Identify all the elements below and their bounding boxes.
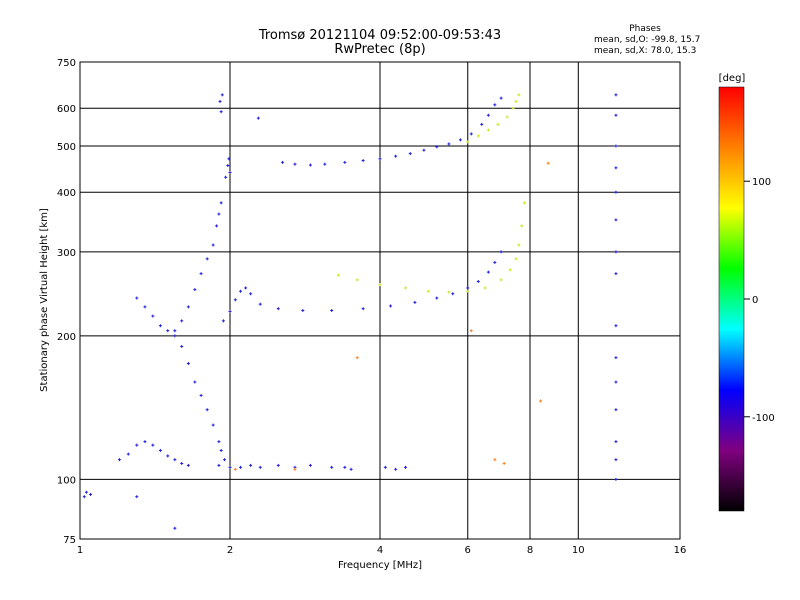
stats-line-o: mean, sd,O: -99.8, 15.7 <box>594 35 700 45</box>
x-tick-label: 16 <box>674 545 687 556</box>
plot-area-frame <box>79 61 681 540</box>
y-tick-label: 500 <box>57 142 76 153</box>
x-axis-ticks: 1 2 4 6 8 10 16 <box>77 545 687 556</box>
stats-line-x: mean, sd,X: 78.0, 15.3 <box>594 46 696 56</box>
x-tick-label: 8 <box>527 545 533 556</box>
colorbar <box>718 86 745 512</box>
grid-lines <box>80 62 680 539</box>
y-tick-label: 200 <box>57 332 76 343</box>
colorbar-ticks: 100 0 -100 <box>744 177 775 424</box>
y-axis-label: Stationary phase Virtual Height [km] <box>39 208 50 392</box>
colorbar-label: [deg] <box>719 73 746 84</box>
y-tick-label: 100 <box>57 475 76 486</box>
x-tick-label: 6 <box>465 545 471 556</box>
y-tick-label: 400 <box>57 188 76 199</box>
x-tick-label: 4 <box>377 545 383 556</box>
x-tick-label: 1 <box>77 545 83 556</box>
y-tick-label: 750 <box>57 58 76 69</box>
chart-title: Tromsø 20121104 09:52:00-09:53:43 <box>258 28 501 43</box>
x-tick-label: 2 <box>227 545 233 556</box>
chart-subtitle: RwPretec (8p) <box>334 42 425 57</box>
scatter-points <box>82 93 618 530</box>
y-tick-label: 75 <box>63 535 76 546</box>
y-tick-label: 600 <box>57 104 76 115</box>
colorbar-tick-label: -100 <box>752 413 775 424</box>
colorbar-tick-label: 0 <box>752 295 758 306</box>
colorbar-tick-label: 100 <box>752 177 771 188</box>
x-axis-label: Frequency [MHz] <box>338 560 422 571</box>
stats-heading: Phases <box>629 24 661 34</box>
y-axis-ticks: 75 100 200 300 400 500 600 750 <box>57 58 76 546</box>
y-tick-label: 300 <box>57 248 76 259</box>
x-tick-label: 10 <box>572 545 585 556</box>
